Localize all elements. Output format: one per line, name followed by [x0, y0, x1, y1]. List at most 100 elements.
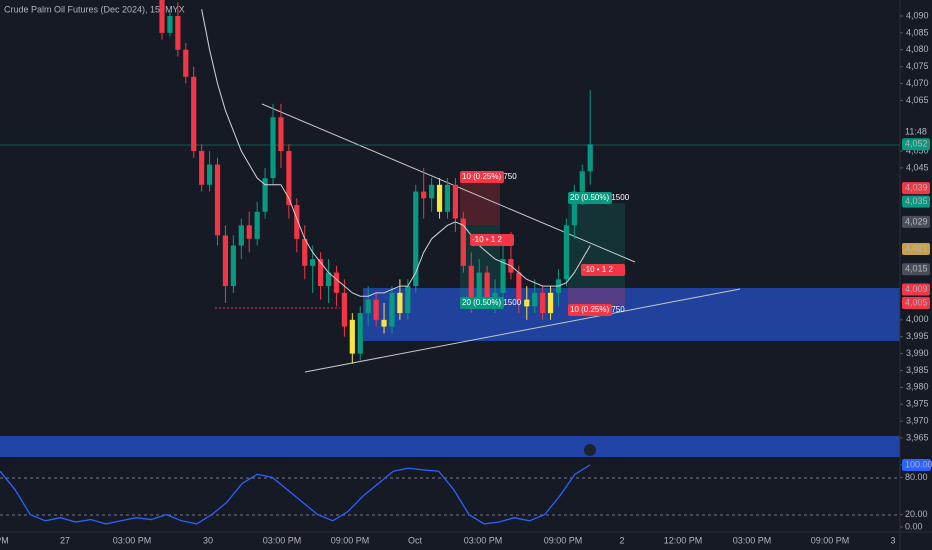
osc-tick-label: 0.00: [905, 521, 923, 531]
y-tick-label: 3,980: [906, 382, 929, 392]
candle-body: [579, 171, 585, 192]
y-tick-label: 4,065: [906, 95, 929, 105]
candle-body: [167, 16, 173, 33]
candle-body: [278, 117, 284, 152]
candle-body: [262, 178, 268, 212]
alert-icon[interactable]: [584, 444, 596, 456]
y-tick-label: 4,085: [906, 27, 929, 37]
annotation-box: [460, 297, 504, 309]
annotation: -10 • 1 2: [583, 265, 613, 274]
annotation: 10 (0.25%) 750: [570, 305, 625, 314]
trendline: [261, 103, 636, 263]
candle-body: [325, 272, 332, 287]
price-marker-label: 4,035: [905, 196, 928, 206]
candle-body: [341, 292, 347, 327]
x-tick-label: 03:00 PM: [113, 535, 152, 545]
annotation-box: [568, 192, 612, 204]
y-tick-label: 4,080: [906, 44, 929, 54]
zone: [0, 436, 900, 457]
candle-body: [183, 49, 189, 77]
y-tick-label: 3,970: [906, 415, 929, 425]
candle-body: [199, 151, 205, 185]
price-marker-label: 4,029: [905, 216, 928, 226]
candle-body: [524, 299, 530, 307]
candle-body: [460, 218, 466, 266]
y-tick-label: 3,975: [906, 399, 929, 409]
x-tick-label: 30: [203, 535, 213, 545]
osc-tick-label: 80.00: [905, 472, 928, 482]
y-tick-label: 4,050: [906, 145, 929, 155]
y-tick-label: 3,985: [906, 365, 929, 375]
candle-body: [421, 191, 427, 199]
candle-body: [452, 184, 459, 219]
annotation: 10 (0.25%) 750: [462, 172, 517, 181]
candle-body: [492, 292, 498, 300]
candle-body: [532, 292, 538, 307]
candle-body: [294, 205, 300, 239]
candle-body: [206, 164, 213, 185]
candle-body: [484, 272, 490, 300]
candle-body: [159, 0, 165, 33]
price-marker: [902, 182, 930, 195]
candle-body: [381, 319, 387, 327]
candle-body: [540, 292, 546, 314]
price-marker: [902, 242, 930, 255]
candle-body: [238, 225, 244, 246]
price-marker-label: 4,009: [905, 284, 928, 294]
price-marker-label: 4,015: [905, 264, 928, 274]
x-tick-label: PM: [0, 535, 9, 545]
candle-body: [175, 16, 181, 50]
annotation: 20 (0.50%) 1500: [462, 298, 522, 307]
candle-body: [397, 292, 403, 314]
x-tick-label: 27: [60, 535, 70, 545]
x-tick-label: 03:00 PM: [263, 535, 302, 545]
candle-body: [349, 319, 355, 354]
price-marker-label: 4,021: [905, 243, 928, 253]
y-tick-label: 4,045: [906, 162, 929, 172]
oscillator-line: [0, 464, 591, 525]
candle-body: [563, 225, 570, 280]
candle-body: [389, 292, 395, 327]
price-marker-label: 4,005: [905, 297, 928, 307]
x-tick-label: 09:00 PM: [544, 535, 583, 545]
candle-body: [516, 272, 522, 300]
moving-average: [201, 9, 591, 297]
stop-zone: [460, 177, 500, 225]
price-marker-label: 4,052: [905, 139, 928, 149]
candle-body: [444, 184, 451, 212]
annotation-box: [470, 234, 514, 246]
annotation: 20 (0.50%) 1500: [570, 193, 630, 202]
candle-body: [357, 313, 363, 354]
stop-zone: [568, 288, 625, 306]
candle-body: [254, 211, 260, 239]
candle-body: [436, 184, 443, 212]
price-marker-label: 4,039: [905, 183, 928, 193]
candle-body: [587, 144, 593, 172]
candle-body: [500, 259, 506, 293]
annotation-box: [460, 171, 504, 183]
candle-body: [302, 238, 308, 266]
annotation-box: [568, 304, 612, 316]
y-tick-label: 3,965: [906, 432, 929, 442]
y-tick-label: 4,075: [906, 61, 929, 71]
x-tick-label: 09:00 PM: [811, 535, 850, 545]
candle-body: [214, 164, 221, 236]
y-tick-label: 4,070: [906, 78, 929, 88]
candle-body: [333, 272, 340, 293]
candle-body: [230, 245, 236, 287]
candle-body: [222, 235, 229, 287]
y-tick-label: 3,990: [906, 348, 929, 358]
osc-marker: [902, 459, 931, 471]
candle-body: [468, 265, 474, 300]
candle-body: [365, 299, 371, 314]
x-tick-label: Oct: [408, 535, 423, 545]
candle-body: [547, 292, 554, 314]
x-tick-label: 09:00 PM: [331, 535, 370, 545]
x-tick-label: 03:00 PM: [464, 535, 503, 545]
annotation-box: [581, 264, 625, 276]
candle-body: [286, 151, 292, 206]
countdown: 11:48: [905, 127, 927, 137]
x-tick-label: 12:00 PM: [664, 535, 703, 545]
